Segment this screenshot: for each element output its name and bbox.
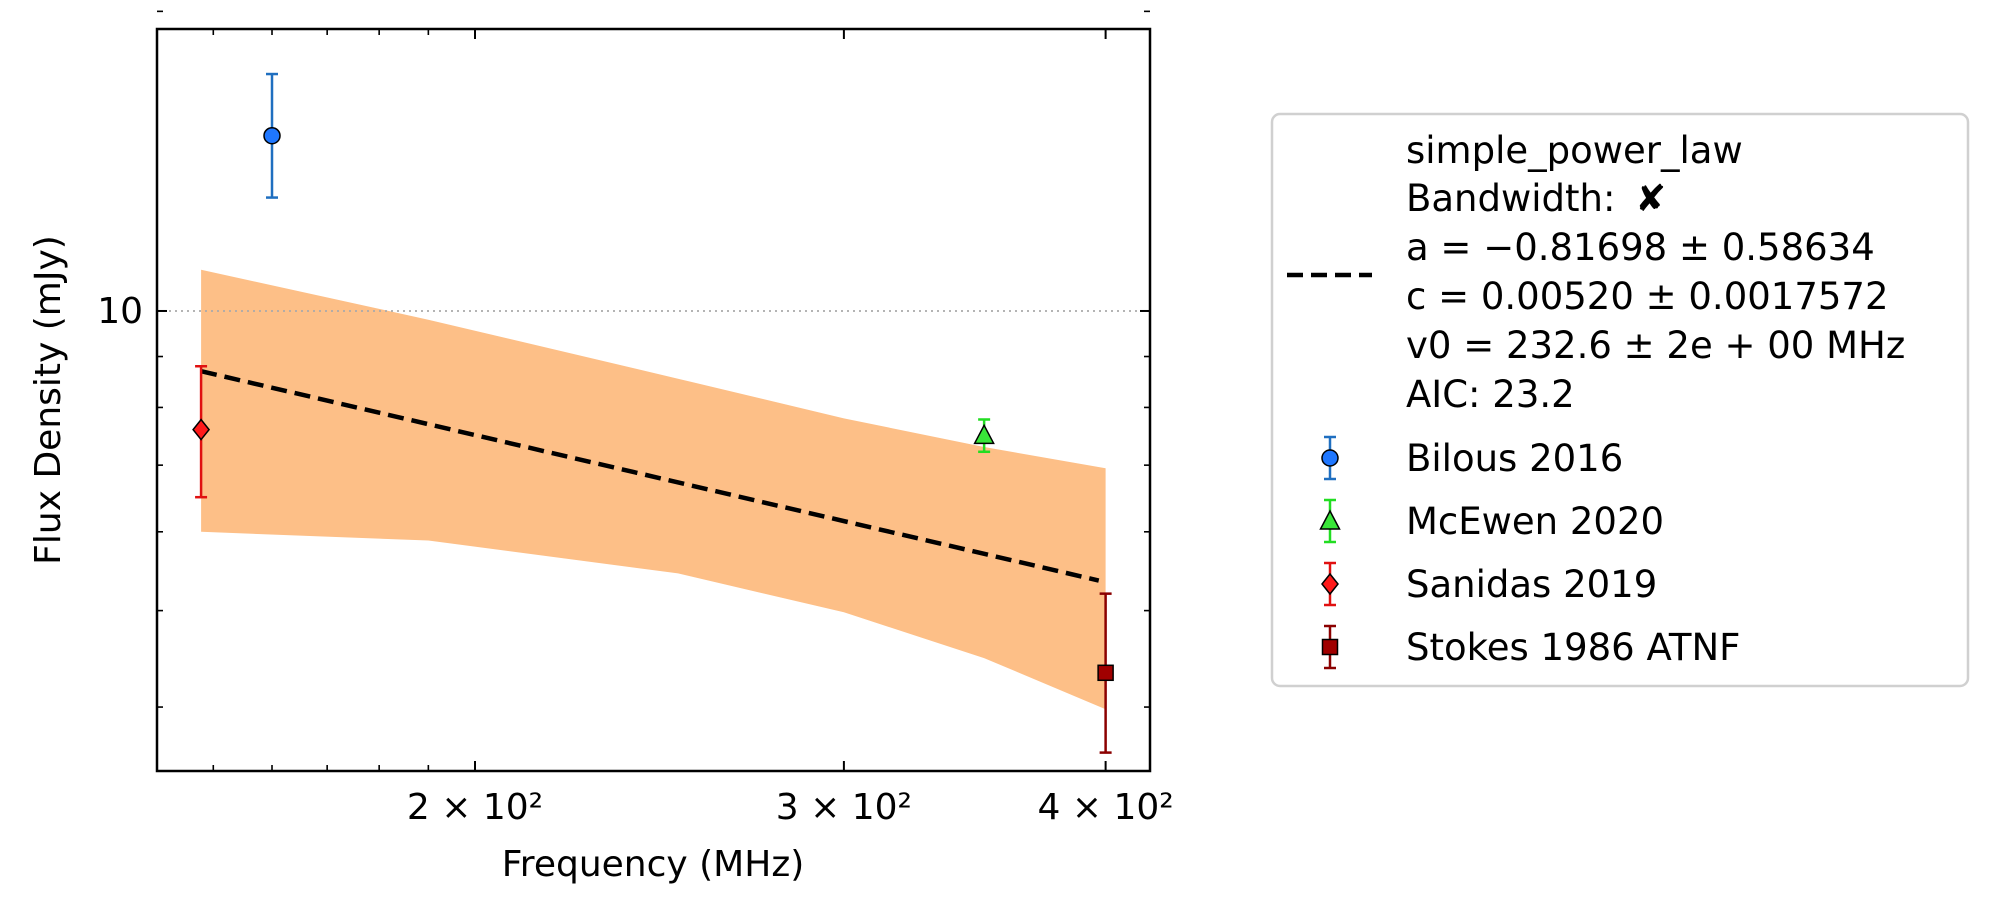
legend: simple_power_law Bandwidth: ✘ a = −0.816… — [1270, 112, 1970, 688]
legend-bandwidth-label: Bandwidth: — [1406, 177, 1615, 220]
legend-marker — [1321, 638, 1339, 656]
x-tick-label: 3 × 10² — [776, 787, 912, 828]
axis-ticks: 2 × 10² 3 × 10² 4 × 10² 10 — [97, 10, 1174, 828]
legend-series-entries: Bilous 2016 McEwen 2020 Sanidas 2019 Stokes… — [1319, 435, 1740, 670]
legend-label: McEwen 2020 — [1406, 500, 1664, 543]
fit-line — [200, 368, 1100, 583]
legend-marker — [1321, 572, 1339, 596]
y-tick-label: 10 — [97, 291, 143, 332]
point-marker — [1097, 664, 1114, 682]
plot-area — [157, 72, 1150, 754]
legend-fit-a: a = −0.81698 ± 0.58634 — [1406, 226, 1875, 269]
x-axis-label: Frequency (MHz) — [502, 844, 805, 885]
x-tick-label: 2 × 10² — [407, 787, 543, 828]
legend-label: Sanidas 2019 — [1406, 563, 1657, 606]
legend-label: Stokes 1986 ATNF — [1406, 626, 1740, 669]
legend-entry-sanidas-2019: Sanidas 2019 — [1321, 561, 1657, 607]
data-point — [192, 364, 211, 499]
legend-fit-model: simple_power_law — [1406, 129, 1743, 172]
data-point — [1097, 592, 1114, 754]
data-point — [263, 72, 281, 199]
point-marker — [973, 423, 995, 445]
legend-entry-bilous-2016: Bilous 2016 — [1321, 435, 1623, 481]
legend-entry-mcewen-2020: McEwen 2020 — [1319, 498, 1664, 544]
legend-marker — [1319, 509, 1341, 530]
legend-fit-bandwidth: Bandwidth: ✘ — [1406, 177, 1666, 220]
legend-box — [1270, 112, 1970, 688]
y-axis-label: Flux Density (mJy) — [28, 235, 69, 565]
legend-label: Bilous 2016 — [1406, 437, 1623, 480]
point-marker — [263, 126, 281, 145]
data-point — [973, 418, 995, 454]
legend-fit-c: c = 0.00520 ± 0.0017572 — [1406, 275, 1888, 318]
legend-entry-stokes-1986-atnf: Stokes 1986 ATNF — [1321, 624, 1740, 670]
legend-marker — [1321, 449, 1339, 467]
point-marker — [192, 418, 211, 441]
legend-fit-v0: v0 = 232.6 ± 2e + 00 MHz — [1406, 324, 1905, 367]
plot-frame — [155, 27, 1152, 773]
fit-confidence-band — [201, 269, 1106, 710]
legend-bandwidth-mark: ✘ — [1635, 177, 1666, 220]
x-tick-label: 4 × 10² — [1038, 787, 1174, 828]
legend-fit-aic: AIC: 23.2 — [1406, 373, 1575, 416]
